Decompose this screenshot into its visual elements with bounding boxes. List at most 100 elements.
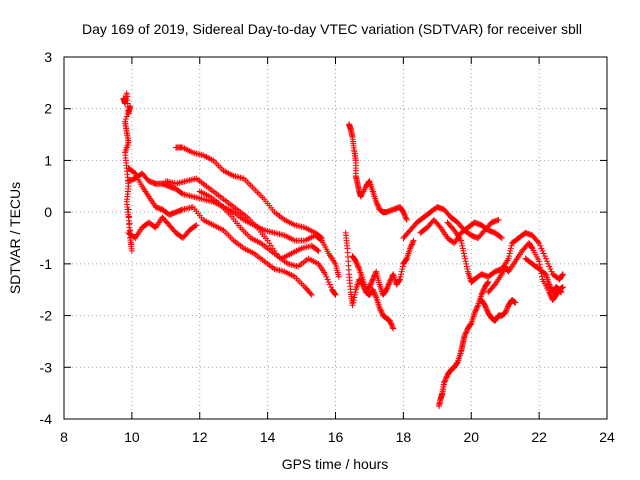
data-point-track-k [499, 269, 506, 276]
data-point-early-spike [124, 110, 131, 117]
data-point-spike-2 [403, 215, 410, 222]
data-point-after-gap-mid [368, 280, 375, 287]
data-point-track-k [528, 244, 535, 251]
data-point-after-gap-low [370, 288, 377, 295]
data-point-after-gap-mid [384, 284, 391, 291]
data-point-after-gap-mid [407, 244, 414, 251]
data-point-track-i [536, 240, 543, 247]
data-point-track-i [458, 237, 465, 244]
data-point-track-j [483, 306, 490, 313]
data-point-track-i [541, 253, 548, 260]
data-point-track-i [508, 242, 515, 249]
data-point-track-i [463, 263, 470, 270]
data-point-after-gap-low [390, 325, 397, 332]
data-point-after-gap-mid [408, 242, 415, 249]
data-point-deep-dip [484, 279, 491, 286]
data-point-track-i [538, 245, 545, 252]
data-point-track-k [536, 258, 543, 265]
data-point-early-spike [128, 241, 135, 248]
data-point-track-i [463, 260, 470, 267]
data-point-track-e [332, 291, 339, 298]
data-point-spike-2 [373, 200, 380, 207]
data-point-after-gap-mid [385, 281, 392, 288]
data-point-track-i [459, 245, 466, 252]
data-point-track-i [559, 272, 566, 279]
data-point-track-i [544, 258, 551, 265]
data-point-after-gap-mid [355, 263, 362, 270]
data-point-after-gap-mid [355, 264, 362, 271]
data-point-track-k [499, 268, 506, 275]
data-point-after-gap-mid [399, 263, 406, 270]
data-point-deep-dip [441, 378, 448, 385]
data-point-track-j [504, 304, 511, 311]
data-point-track-i [505, 255, 512, 262]
data-point-deep-dip [473, 306, 480, 313]
data-point-after-gap-low [387, 319, 394, 326]
data-point-track-f [315, 247, 322, 254]
data-point-deep-dip [473, 304, 480, 311]
data-point-deep-dip [467, 321, 474, 328]
data-point-early-spike [123, 113, 130, 120]
y-tick-label: 2 [44, 101, 52, 117]
data-point-deep-dip [485, 278, 492, 285]
data-point-track-k [536, 261, 543, 268]
data-point-track-l [558, 289, 565, 296]
data-point-after-gap-low [350, 297, 357, 304]
data-point-track-l [547, 284, 554, 291]
data-point-after-gap-mid [408, 241, 415, 248]
data-point-after-gap-mid [368, 278, 375, 285]
data-point-track-b [317, 234, 324, 241]
data-point-track-i [464, 266, 471, 273]
data-point-spike-2 [375, 203, 382, 210]
x-axis-label: GPS time / hours [282, 456, 389, 472]
data-point-after-gap-mid [407, 245, 414, 252]
data-point-track-e [327, 284, 334, 291]
data-point-deep-dip [462, 331, 469, 338]
data-point-track-i [534, 238, 541, 245]
data-point-track-i [507, 247, 514, 254]
data-point-track-j [482, 304, 489, 311]
data-point-track-j [484, 307, 491, 314]
data-point-track-g [495, 216, 502, 223]
data-point-after-gap-low [386, 317, 393, 324]
data-point-track-i [546, 263, 553, 270]
data-point-deep-dip [472, 307, 479, 314]
data-point-after-gap-low [370, 289, 377, 296]
data-point-after-gap-mid [367, 282, 374, 289]
data-point-deep-dip [462, 330, 469, 337]
data-point-deep-dip [478, 290, 485, 297]
data-point-track-i [461, 253, 468, 260]
data-point-track-e [326, 281, 333, 288]
data-point-track-h [497, 234, 504, 241]
data-point-track-j [512, 299, 519, 306]
data-point-deep-dip [441, 379, 448, 386]
data-point-track-l [546, 281, 553, 288]
data-point-early-spike [122, 116, 129, 123]
data-point-deep-dip [480, 286, 487, 293]
data-point-track-i [506, 253, 513, 260]
data-point-early-spike [125, 108, 132, 115]
plot-border [63, 56, 608, 420]
data-point-track-i [459, 242, 466, 249]
data-point-track-j [482, 303, 489, 310]
data-point-after-gap-mid [370, 273, 377, 280]
data-point-after-gap-low [369, 286, 376, 293]
data-point-track-j [481, 302, 488, 309]
data-point-deep-dip [471, 309, 478, 316]
data-point-track-c [193, 222, 200, 229]
data-point-after-gap-mid [396, 276, 403, 283]
data-point-deep-dip [472, 308, 479, 315]
data-point-track-d [307, 290, 314, 297]
x-tick-label: 22 [531, 429, 547, 445]
data-point-after-gap-mid [369, 276, 376, 283]
data-point-after-gap-low [351, 291, 358, 298]
x-tick-label: 14 [260, 429, 276, 445]
data-point-track-d [131, 169, 138, 176]
data-point-after-gap-low [378, 309, 385, 316]
data-point-track-h [498, 235, 505, 241]
data-point-track-i [462, 258, 469, 265]
x-tick-label: 18 [396, 429, 412, 445]
data-point-early-spike [126, 213, 133, 220]
x-tick-label: 8 [60, 429, 68, 445]
data-point-deep-dip [454, 359, 461, 366]
